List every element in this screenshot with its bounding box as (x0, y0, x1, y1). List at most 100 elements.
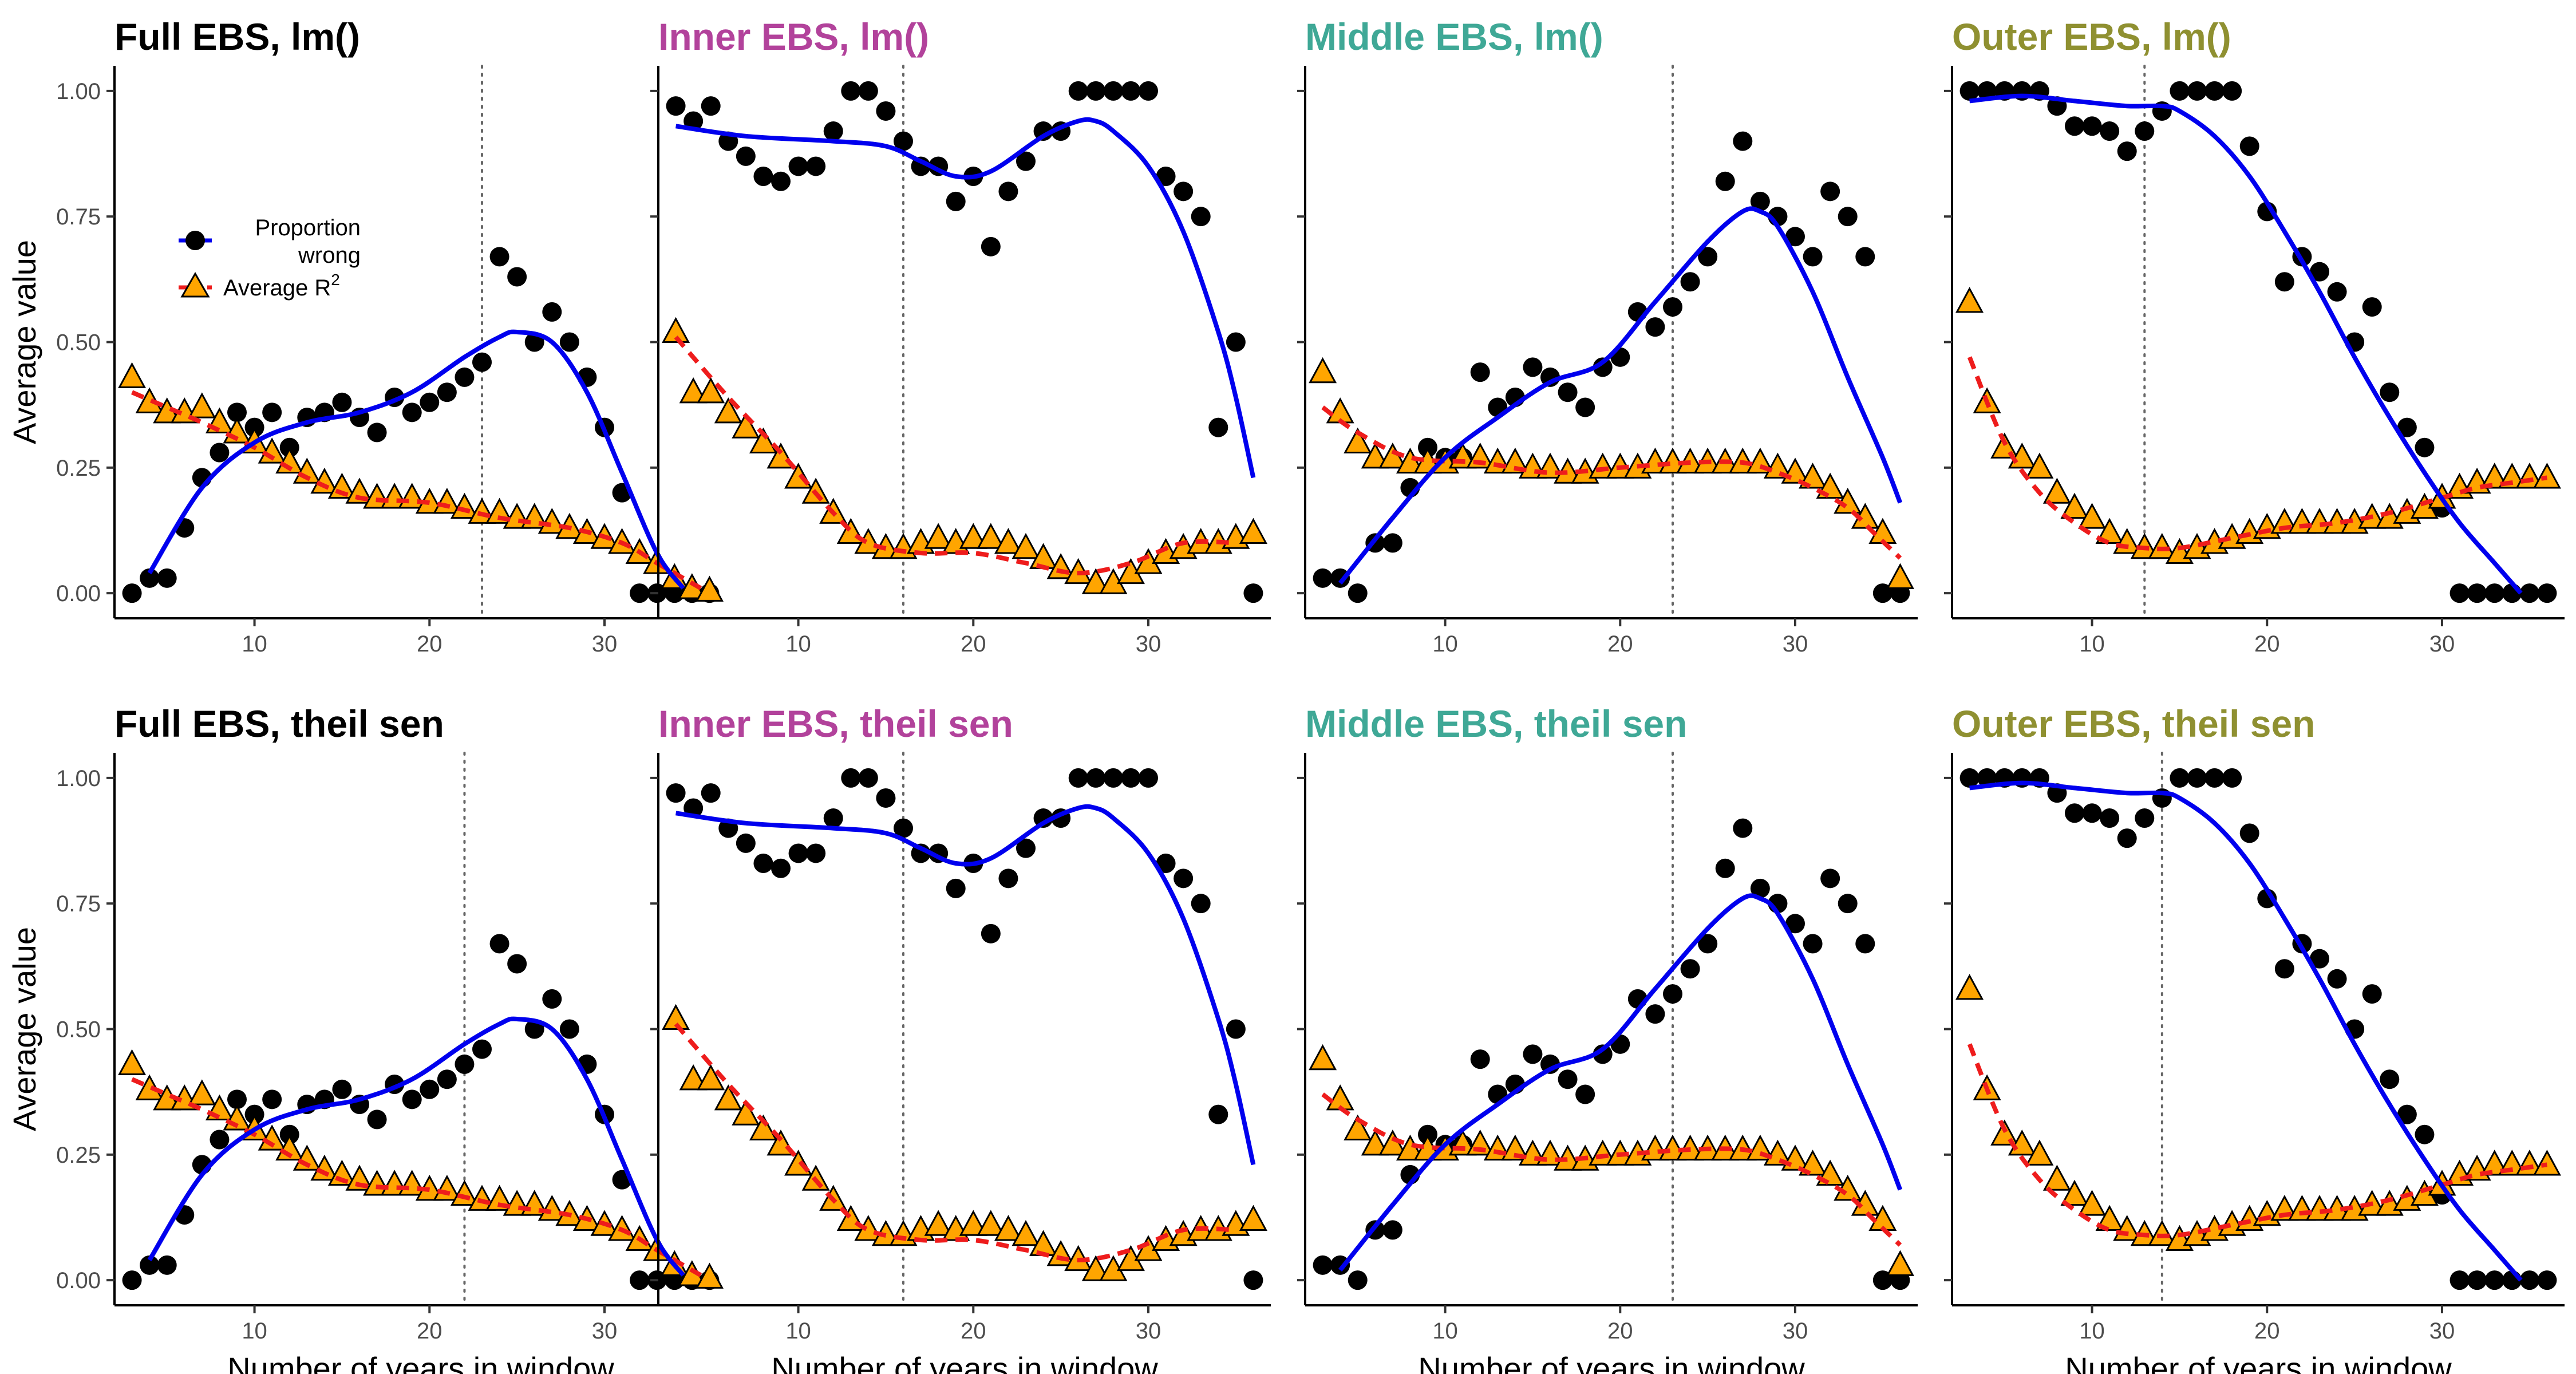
point-proportion-wrong (1698, 934, 1718, 954)
point-average-r2 (1886, 563, 1914, 589)
point-average-r2 (258, 437, 286, 464)
point-proportion-wrong (2537, 583, 2557, 603)
point-proportion-wrong (1016, 151, 1036, 171)
point-average-r2 (258, 1124, 286, 1151)
point-proportion-wrong (946, 878, 966, 898)
point-proportion-wrong (1698, 247, 1718, 267)
point-proportion-wrong (736, 146, 756, 166)
point-proportion-wrong (823, 808, 843, 828)
point-proportion-wrong (1382, 1220, 1402, 1240)
x-tick-label: 30 (1783, 1318, 1808, 1344)
point-proportion-wrong (157, 568, 177, 588)
point-proportion-wrong (823, 121, 843, 141)
point-proportion-wrong (1558, 1069, 1578, 1089)
panel-title: Outer EBS, theil sen (1952, 702, 2315, 745)
point-proportion-wrong (1174, 181, 1194, 202)
point-proportion-wrong (507, 954, 527, 974)
point-proportion-wrong (946, 191, 966, 211)
point-average-r2 (2305, 1195, 2334, 1221)
point-proportion-wrong (455, 1054, 475, 1074)
point-proportion-wrong (2135, 121, 2155, 141)
point-proportion-wrong (858, 81, 878, 101)
point-proportion-wrong (1208, 417, 1228, 437)
point-average-r2 (2148, 1219, 2176, 1246)
point-proportion-wrong (1418, 1124, 1437, 1144)
point-proportion-wrong (753, 167, 773, 186)
panel-title: Full EBS, theil sen (114, 702, 444, 745)
point-average-r2 (1501, 447, 1530, 474)
point-proportion-wrong (244, 1104, 264, 1124)
point-proportion-wrong (1086, 81, 1106, 101)
point-proportion-wrong (542, 302, 562, 322)
x-tick-label: 30 (1783, 631, 1808, 657)
point-proportion-wrong (472, 1039, 492, 1059)
point-proportion-wrong (437, 382, 457, 402)
point-proportion-wrong (1139, 768, 1158, 788)
point-proportion-wrong (1838, 207, 1858, 227)
point-proportion-wrong (1226, 332, 1246, 352)
point-proportion-wrong (1382, 533, 1402, 553)
point-average-r2 (1799, 463, 1827, 489)
point-average-r2 (662, 317, 690, 344)
panel-4: Outer EBS, lm() 10 20 30 (1944, 15, 2565, 657)
panel-6: Inner EBS, theil sen 10 20 30 Number of year… (650, 702, 1271, 1374)
panel-2: Inner EBS, lm() 10 20 30 (650, 15, 1271, 657)
x-tick-label: 30 (2429, 1318, 2455, 1344)
point-proportion-wrong (489, 247, 509, 267)
smooth-line-r2 (1321, 1092, 1902, 1247)
point-proportion-wrong (1715, 171, 1735, 191)
y-tick-label: 0.75 (56, 891, 101, 917)
point-average-r2 (977, 1210, 1005, 1236)
point-proportion-wrong (1663, 984, 1682, 1004)
point-proportion-wrong (2065, 116, 2084, 136)
point-proportion-wrong (1820, 181, 1840, 202)
point-proportion-wrong (806, 156, 826, 176)
x-tick-label: 20 (961, 631, 986, 657)
x-tick-label: 30 (2429, 631, 2455, 657)
point-proportion-wrong (1016, 838, 1036, 858)
point-average-r2 (2078, 503, 2107, 529)
point-proportion-wrong (2274, 272, 2294, 292)
x-tick-label: 10 (785, 1318, 811, 1344)
point-proportion-wrong (2204, 768, 2225, 788)
point-proportion-wrong (788, 843, 808, 863)
y-tick-label: 1.00 (56, 766, 101, 791)
point-average-r2 (2305, 508, 2334, 534)
point-proportion-wrong (2362, 984, 2382, 1004)
legend: Proportion wrong Average R2 (179, 215, 361, 301)
smooth-line-wrong (1338, 206, 1903, 585)
x-tick-label: 20 (961, 1318, 986, 1344)
point-proportion-wrong (2204, 81, 2225, 101)
point-proportion-wrong (1243, 583, 1263, 603)
point-proportion-wrong (2310, 949, 2329, 969)
point-proportion-wrong (1645, 1004, 1665, 1024)
point-proportion-wrong (1348, 583, 1368, 603)
panel-title: Inner EBS, theil sen (658, 702, 1013, 745)
point-proportion-wrong (157, 1255, 177, 1275)
point-proportion-wrong (1803, 247, 1823, 267)
point-proportion-wrong (1680, 272, 1700, 292)
point-proportion-wrong (542, 989, 562, 1009)
point-proportion-wrong (1785, 227, 1805, 247)
point-proportion-wrong (2100, 121, 2120, 141)
smooth-line-r2 (1321, 405, 1902, 560)
point-proportion-wrong (701, 783, 721, 803)
point-proportion-wrong (2187, 81, 2207, 101)
point-proportion-wrong (1977, 81, 1997, 101)
point-average-r2 (1501, 1134, 1530, 1161)
smooth-line-r2 (674, 335, 1236, 576)
point-proportion-wrong (2415, 437, 2435, 457)
point-proportion-wrong (701, 96, 721, 116)
point-average-r2 (697, 1064, 725, 1091)
point-average-r2 (924, 523, 953, 549)
point-proportion-wrong (1959, 81, 1980, 101)
smooth-line-wrong (1969, 93, 2523, 595)
point-proportion-wrong (1103, 768, 1123, 788)
point-proportion-wrong (227, 1089, 247, 1110)
point-proportion-wrong (1838, 894, 1858, 914)
y-tick-label: 0.25 (56, 1143, 101, 1168)
x-tick-label: 30 (1136, 631, 1161, 657)
point-proportion-wrong (210, 1130, 230, 1150)
smooth-line-wrong (147, 329, 685, 590)
